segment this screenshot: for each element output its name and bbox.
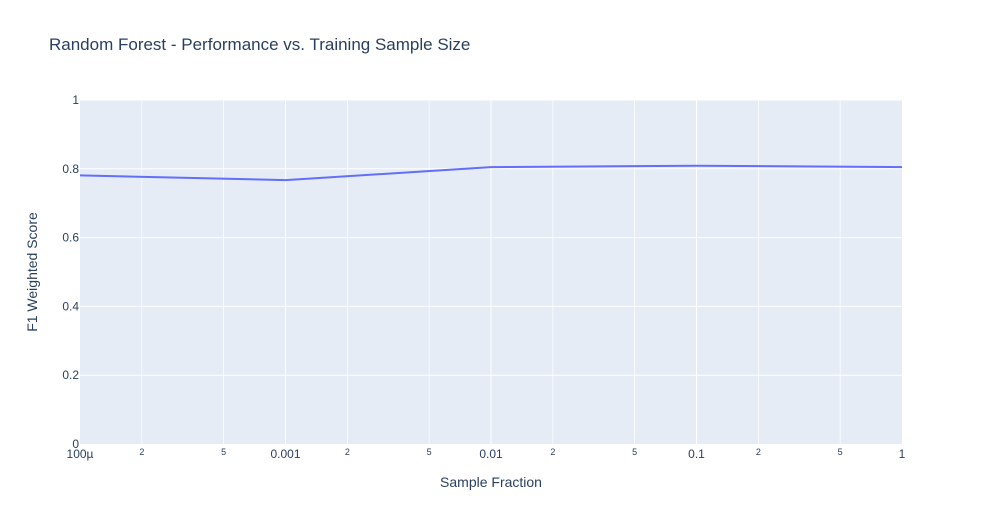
y-tick-label: 0.6 (62, 231, 79, 245)
series-line (79, 164, 903, 182)
y-tick-label: 0.4 (62, 299, 79, 313)
x-minor-tick-label: 2 (345, 447, 350, 457)
y-tick-label: 0 (72, 437, 79, 451)
x-minor-tick-label: 5 (427, 447, 432, 457)
x-minor-tick-label: 5 (838, 447, 843, 457)
grid-lines (80, 99, 902, 444)
x-minor-tick-label: 5 (221, 447, 226, 457)
x-axis-title: Sample Fraction (440, 474, 542, 490)
x-tick-label: 0.01 (479, 447, 503, 461)
y-tick-label: 0.8 (62, 162, 79, 176)
x-tick-label: 100µ (67, 447, 94, 461)
tick-labels: 0 0.2 0.4 0.6 0.8 1 100µ 0.001 0.01 0.1 1 2 5 2 5 2 5 2 5 (62, 93, 905, 461)
y-tick-label: 1 (72, 93, 79, 107)
y-axis-title: F1 Weighted Score (24, 212, 40, 332)
x-minor-tick-label: 2 (756, 447, 761, 457)
chart-title: Random Forest - Performance vs. Training… (49, 35, 470, 54)
x-tick-label: 0.001 (270, 447, 300, 461)
x-tick-label: 1 (899, 447, 906, 461)
x-minor-tick-label: 2 (550, 447, 555, 457)
x-tick-label: 0.1 (688, 447, 705, 461)
x-minor-tick-label: 2 (139, 447, 144, 457)
series-layer (79, 164, 903, 182)
x-minor-tick-label: 5 (632, 447, 637, 457)
y-tick-label: 0.2 (62, 368, 79, 382)
